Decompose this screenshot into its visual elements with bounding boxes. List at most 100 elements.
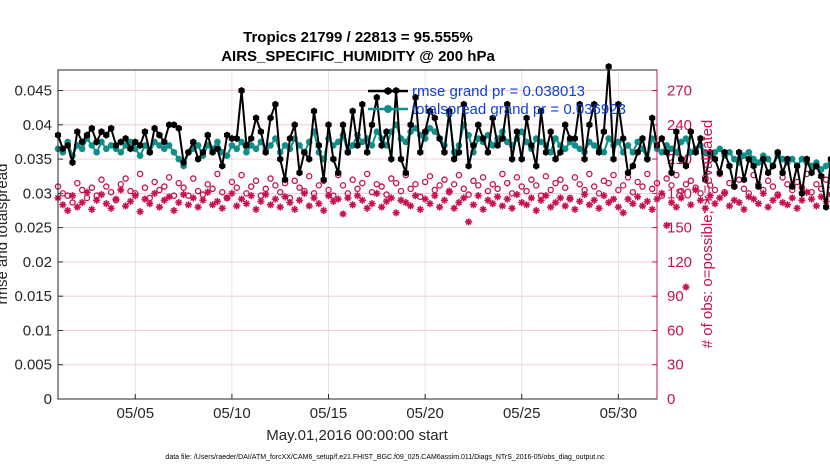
rmse-point <box>417 148 424 156</box>
rmse-point <box>451 155 458 163</box>
obs-possible-point <box>436 182 443 189</box>
rmse-point <box>769 162 777 170</box>
rmse-point <box>378 141 385 149</box>
rmse-point <box>412 93 419 101</box>
rmse-point <box>446 107 453 115</box>
obs-evaluated-point <box>803 188 811 196</box>
chart-title: Tropics 21799 / 22813 = 95.555% <box>243 29 473 46</box>
obs-possible-point <box>339 182 347 189</box>
y2-tick-label: 0 <box>667 391 675 408</box>
obs-possible-point <box>561 184 569 191</box>
obs-evaluated-point <box>194 203 202 211</box>
rmse-point <box>711 155 719 163</box>
rmse-point <box>610 155 617 163</box>
rmse-point <box>306 155 313 163</box>
rmse-point <box>185 148 192 156</box>
obs-possible-point <box>122 175 129 182</box>
obs-evaluated-point <box>155 203 164 211</box>
rmse-point <box>721 148 728 156</box>
obs-possible-point <box>315 182 323 189</box>
rmse-point <box>615 100 622 108</box>
obs-evaluated-point <box>532 206 540 215</box>
totalspread-point <box>605 135 612 142</box>
totalspread-point <box>474 135 482 142</box>
obs-possible-point <box>740 185 748 193</box>
obs-evaluated-point <box>750 195 758 203</box>
totalspread-point <box>798 155 806 163</box>
rmse-point <box>639 134 646 143</box>
totalspread-point <box>349 142 356 149</box>
obs-evaluated-point <box>638 202 647 210</box>
rmse-point <box>262 148 269 156</box>
rmse-point <box>286 134 293 143</box>
obs-evaluated-point <box>460 194 468 202</box>
rmse-point <box>687 128 694 136</box>
rmse-point <box>228 134 235 143</box>
obs-evaluated-point <box>774 192 782 200</box>
obs-evaluated-point <box>518 198 526 207</box>
obs-evaluated-point <box>701 204 709 212</box>
y2-tick-label: 120 <box>667 254 692 271</box>
totalspread-point <box>281 142 289 149</box>
obs-evaluated-point <box>759 189 767 197</box>
legend-rmse-marker <box>384 87 392 95</box>
obs-evaluated-point <box>276 203 284 211</box>
obs-possible-point <box>291 177 298 185</box>
obs-possible-point <box>571 174 579 181</box>
totalspread-point <box>117 148 125 156</box>
totalspread-point <box>711 148 719 156</box>
obs-evaluated-point <box>68 192 77 200</box>
y-tick-label: 0.03 <box>23 185 52 202</box>
obs-possible-point <box>610 171 617 179</box>
plot-area <box>58 70 657 399</box>
rmse-point <box>745 155 752 163</box>
obs-possible-point <box>677 187 685 195</box>
totalspread-point <box>779 155 786 163</box>
obs-evaluated-point <box>783 201 792 209</box>
obs-evaluated-point <box>199 196 207 204</box>
rmse-point <box>557 148 564 156</box>
obs-possible-point <box>190 175 197 182</box>
totalspread-point <box>141 142 149 149</box>
rmse-point <box>513 128 520 136</box>
obs-possible-point <box>668 182 675 189</box>
rmse-point <box>151 124 158 132</box>
totalspread-point <box>78 145 86 153</box>
obs-evaluated-point <box>324 192 333 200</box>
rmse-point <box>755 182 762 191</box>
obs-possible-point <box>523 187 530 195</box>
obs-evaluated-point <box>643 197 651 205</box>
obs-evaluated-point <box>465 218 473 226</box>
obs-evaluated-point <box>208 201 217 209</box>
obs-possible-point <box>98 176 105 183</box>
rmse-point <box>808 169 815 177</box>
obs-evaluated-point <box>122 202 130 210</box>
rmse-point <box>180 158 187 167</box>
obs-evaluated-point <box>320 206 328 215</box>
rmse-point <box>354 141 361 149</box>
rmse-point <box>291 121 298 129</box>
x-tick-label: 05/25 <box>503 405 541 422</box>
obs-possible-point <box>634 178 641 186</box>
obs-evaluated-point <box>334 195 342 203</box>
obs-evaluated-point <box>498 202 507 210</box>
rmse-point <box>726 162 733 170</box>
rmse-point <box>161 138 168 146</box>
totalspread-point <box>238 138 245 146</box>
obs-evaluated-point <box>402 198 410 207</box>
totalspread-point <box>730 155 738 163</box>
totalspread-point <box>136 152 144 159</box>
rmse-point <box>277 155 284 163</box>
obs-evaluated-point <box>262 190 270 199</box>
legend-spread-marker <box>384 105 392 113</box>
obs-possible-point <box>484 187 492 195</box>
rmse-point <box>224 131 231 139</box>
x-tick-label: 05/05 <box>117 405 155 422</box>
obs-evaluated-point <box>349 201 357 209</box>
rmse-point <box>272 100 279 108</box>
obs-possible-point <box>107 188 115 196</box>
rmse-point <box>364 148 371 156</box>
legend: rmse grand pr = 0.038013 totalspread gra… <box>368 83 626 118</box>
rmse-point <box>117 138 124 146</box>
